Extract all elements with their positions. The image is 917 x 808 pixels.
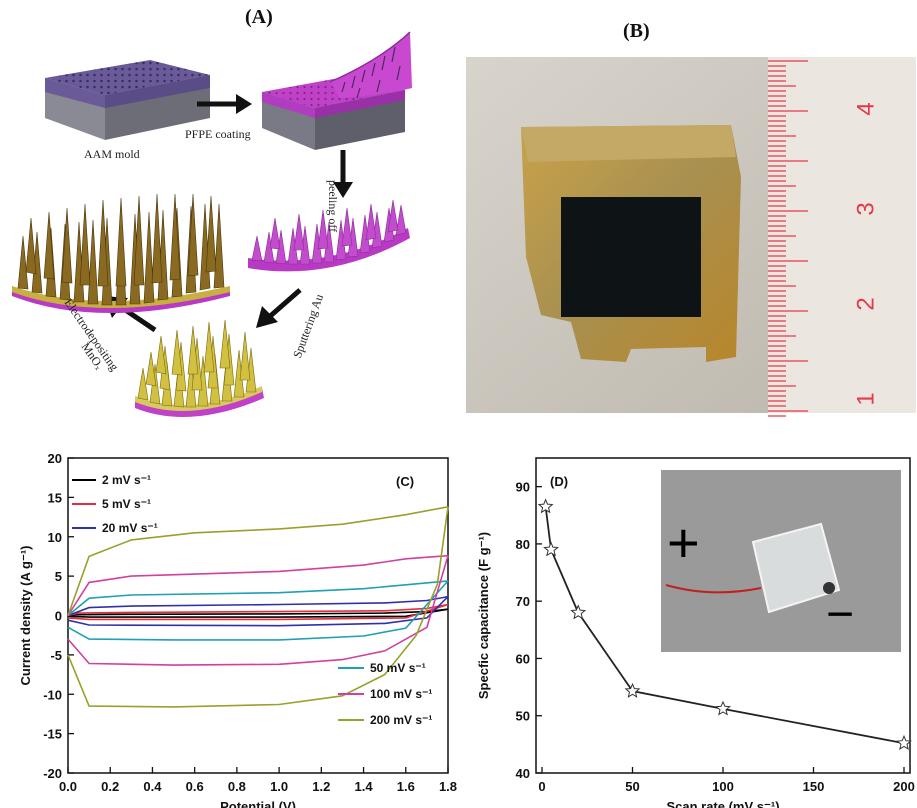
cv-curve-upper <box>67 595 449 617</box>
x-tick-label: 1.0 <box>270 779 288 794</box>
ruler-number-3: 3 <box>852 202 880 216</box>
y-tick-label: -10 <box>43 687 62 702</box>
y-tick-label: 60 <box>516 651 530 666</box>
data-point-marker <box>624 682 641 698</box>
inset-wire <box>665 584 762 594</box>
x-tick-label: 0.2 <box>101 779 119 794</box>
cv-curve-upper <box>67 554 449 616</box>
ruler-number-1: 1 <box>852 392 880 406</box>
data-point-marker <box>537 498 554 514</box>
x-tick-label: 1.8 <box>439 779 457 794</box>
y-tick-label: 20 <box>48 451 62 466</box>
x-axis-label: Scan rate (mV s⁻¹) <box>666 799 779 808</box>
label-pfpe-coating: PFPE coating <box>185 127 251 141</box>
mnox-film-square <box>561 197 701 317</box>
cv-chart: 0.0 0.2 0.4 0.6 0.8 1.0 1.2 1.4 1.6 1.8 20 15 10 5 0 -5… <box>18 451 457 808</box>
aam-mold-block <box>45 60 210 140</box>
y-tick-label: 5 <box>55 569 62 584</box>
arrow-down-icon <box>333 150 353 198</box>
data-point-marker <box>715 700 731 716</box>
cv-curve-upper <box>67 506 449 616</box>
legend-label: 200 mV s⁻¹ <box>370 713 432 727</box>
gold-cone-array <box>135 319 264 417</box>
capacitance-chart: 0 50 100 150 200 90 80 70 60 50 40 Scan rate (mV s⁻… <box>476 457 915 808</box>
inset-clip <box>823 582 835 594</box>
x-tick-label: 150 <box>803 779 825 794</box>
x-tick-label: 200 <box>893 779 915 794</box>
y-tick-label: 90 <box>516 480 530 495</box>
cv-curve-lower <box>67 555 449 666</box>
legend-label: 100 mV s⁻¹ <box>370 687 432 701</box>
data-point-marker <box>896 734 912 750</box>
inset-device <box>751 522 841 614</box>
device-photo <box>466 57 916 417</box>
pfpe-cone-array <box>248 199 410 272</box>
x-tick-label: 0.4 <box>143 779 162 794</box>
panel-label-d: (D) <box>550 474 568 489</box>
y-axis-label: Current density (A g⁻¹) <box>18 546 33 686</box>
x-tick-label: 0.8 <box>228 779 246 794</box>
panel-label-c: (C) <box>396 474 414 489</box>
data-point-marker <box>543 541 559 557</box>
legend-label: 5 mV s⁻¹ <box>102 497 151 511</box>
capacitance-line <box>544 506 905 745</box>
legend-label: 20 mV s⁻¹ <box>102 521 158 535</box>
y-tick-label: 0 <box>55 609 62 624</box>
y-tick-label: 15 <box>48 490 62 505</box>
y-tick-label: 50 <box>516 709 530 724</box>
cv-curve-lower <box>67 506 449 708</box>
x-tick-label: 100 <box>712 779 734 794</box>
mnox-cone-array <box>12 193 230 313</box>
y-tick-label: -15 <box>43 727 62 742</box>
cv-curve-upper <box>67 580 449 617</box>
legend-label: 2 mV s⁻¹ <box>102 473 151 487</box>
x-tick-label: 1.4 <box>355 779 374 794</box>
ruler <box>768 57 916 417</box>
schematic-diagram <box>12 31 412 417</box>
inset-minus-sign: − <box>826 588 854 641</box>
y-tick-label: 10 <box>48 530 62 545</box>
ruler-number-4: 4 <box>852 102 880 116</box>
pfpe-coated-block <box>262 31 412 150</box>
cv-curve-lower <box>67 580 449 641</box>
x-tick-label: 0.0 <box>59 779 77 794</box>
panel-label-b: (B) <box>623 20 650 42</box>
inset-plus-sign: + <box>667 511 700 574</box>
x-tick-label: 1.2 <box>312 779 330 794</box>
ruler-number-2: 2 <box>852 297 880 311</box>
y-axis-label: Specfic capacitance (F g⁻¹) <box>476 532 491 699</box>
y-tick-label: 70 <box>516 594 530 609</box>
y-tick-label: -5 <box>50 648 62 663</box>
x-tick-label: 50 <box>625 779 639 794</box>
y-tick-label: 40 <box>516 766 530 781</box>
panel-label-a: (A) <box>245 6 273 28</box>
x-tick-label: 1.6 <box>397 779 415 794</box>
y-tick-label: -20 <box>43 766 62 781</box>
x-tick-label: 0 <box>538 779 545 794</box>
y-tick-label: 80 <box>516 537 530 552</box>
data-point-marker <box>570 604 587 620</box>
label-peeling-off: peeling off <box>326 180 340 233</box>
x-tick-label: 0.6 <box>186 779 204 794</box>
label-aam-mold: AAM mold <box>84 147 140 161</box>
legend-label: 50 mV s⁻¹ <box>370 661 426 675</box>
gold-substrate <box>521 125 741 362</box>
arrow-right-icon <box>197 94 252 114</box>
arrow-down-left-icon <box>256 288 302 328</box>
x-axis-label: Potential (V) <box>220 799 296 808</box>
